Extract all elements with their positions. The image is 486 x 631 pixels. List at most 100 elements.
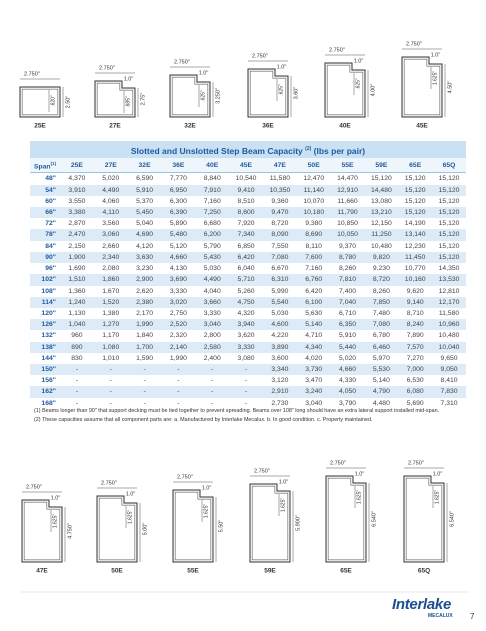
capacity-cell: 7,600 [296, 251, 331, 264]
capacity-cell: 8,240 [398, 319, 433, 331]
capacity-cell: 14,480 [364, 184, 399, 196]
step-dim: 1.0" [124, 76, 134, 82]
capacity-cell: 5,970 [372, 354, 390, 362]
capacity-cell: 10,770 [404, 265, 426, 273]
header-cell: 25E [60, 158, 94, 174]
capacity-cell: 12,910 [330, 184, 365, 196]
header-cell: 50E [296, 158, 331, 174]
capacity-cell: 11,140 [296, 184, 331, 196]
profile-name: 47E [36, 568, 48, 575]
capacity-cell: 11,580 [269, 175, 291, 183]
capacity-cell: 5,540 [262, 296, 297, 308]
capacity-cell: 9,050 [432, 363, 466, 376]
table-row: 96" 1,690 2,080 3,230 4,130 5,030 6,040 6,670 7,… [30, 263, 466, 274]
span-cell: 132" [41, 332, 56, 340]
capacity-cell: - [177, 377, 180, 385]
capacity-cell: 1,010 [102, 354, 120, 362]
step-dim: 1.0" [51, 495, 61, 501]
flange-dim: 1.625" [52, 514, 58, 529]
capacity-cell: 7,910 [195, 184, 230, 196]
capacity-cell: 8,690 [296, 229, 331, 241]
span-cell: 114" [30, 296, 60, 308]
capacity-cell: 7,160 [305, 265, 323, 273]
capacity-cell: 4,330 [339, 377, 357, 385]
capacity-cell: 1,080 [93, 341, 128, 353]
table-row: 138" 890 1,080 1,700 2,140 2,580 3,330 3,890 4,3… [30, 341, 466, 353]
capacity-cell: 10,480 [370, 242, 392, 250]
capacity-cell: 10,540 [235, 175, 257, 183]
capacity-cell: - [127, 386, 162, 398]
capacity-cell: 4,110 [93, 207, 128, 219]
capacity-cell: 3,630 [127, 251, 162, 264]
capacity-cell: 8,410 [440, 377, 458, 385]
capacity-cell: 12,170 [432, 296, 466, 308]
capacity-cell: 2,870 [68, 220, 86, 228]
table-row: 162" - - - - - -2,910 3,240 4,050 4,790 6,080 7,830 [30, 386, 466, 398]
capacity-cell: 3,620 [237, 332, 255, 340]
capacity-cell: 11,250 [364, 229, 399, 241]
capacity-cell: 15,120 [432, 251, 466, 264]
capacity-cell: 5,710 [229, 274, 263, 286]
header-text: 65E [409, 161, 422, 169]
capacity-cell: 5,020 [102, 175, 120, 183]
header-cell: 65Q [432, 158, 466, 174]
capacity-cell: 4,790 [364, 386, 399, 398]
span-cell: 84" [45, 242, 56, 250]
capacity-cell: 3,040 [305, 399, 323, 407]
capacity-cell: 2,730 [271, 399, 289, 407]
capacity-cell: 13,210 [364, 207, 399, 219]
beam-profile: 2.750" 1.0" 1.625" 5.900" 59E [249, 468, 301, 575]
header-text: 59E [375, 161, 388, 169]
capacity-cell: 3,330 [203, 309, 221, 317]
capacity-cell: 2,170 [136, 309, 154, 317]
capacity-cell: 6,950 [161, 184, 196, 196]
capacity-cell: - [143, 377, 146, 385]
capacity-cell: 7,570 [398, 341, 433, 353]
capacity-table: Slotted and Unslotted Step Beam Capacity… [30, 141, 466, 409]
table-row: 132" 960 1,170 1,840 2,320 2,800 3,620 4,220 4,7… [30, 330, 466, 341]
step-dim: 1.0" [431, 52, 441, 58]
capacity-cell: 15,120 [398, 184, 433, 196]
capacity-cell: 5,260 [237, 287, 255, 295]
capacity-cell: 3,470 [305, 377, 323, 385]
table-row: 48" 4,370 5,020 6,590 7,770 8,840 10,540 11,580… [30, 173, 466, 185]
capacity-cell: 5,450 [127, 207, 162, 219]
height-dim: 4.00" [370, 84, 376, 97]
beam-profile: 2.750" 1.0" .625" 3.250" 32E [169, 59, 221, 130]
width-dim: 2.750" [101, 480, 117, 486]
capacity-cell: 7,160 [203, 197, 221, 205]
capacity-cell: 4,020 [305, 354, 323, 362]
beam-profile: 2.750" 1.0" .685" 2.75" 27E [94, 65, 146, 130]
width-dim: 2.750" [99, 65, 115, 71]
capacity-cell: - [143, 399, 146, 407]
capacity-cell: 6,760 [296, 274, 331, 286]
title-note: (2) [305, 146, 312, 152]
capacity-cell: 5,030 [203, 265, 221, 273]
capacity-cell: 1,900 [60, 251, 94, 264]
capacity-cell: 9,370 [339, 242, 357, 250]
capacity-cell: - [93, 386, 128, 398]
capacity-cell: 2,340 [93, 251, 128, 264]
span-cell: 54" [30, 184, 60, 196]
capacity-cell: 4,660 [330, 363, 365, 376]
header-text: 47E [273, 161, 286, 169]
capacity-cell: 830 [71, 354, 83, 362]
span-cell: 144" [41, 354, 56, 362]
capacity-cell: 6,300 [169, 197, 187, 205]
capacity-cell: 11,790 [330, 207, 365, 219]
height-dim: 2.75" [140, 93, 146, 106]
capacity-cell: 13,530 [432, 274, 466, 286]
capacity-cell: 6,850 [237, 242, 255, 250]
span-cell: 150" [30, 363, 60, 376]
capacity-cell: 1,670 [102, 287, 120, 295]
capacity-cell: 15,120 [438, 242, 460, 250]
height-dim: 2.50" [65, 96, 71, 109]
span-cell: 108" [41, 287, 56, 295]
step-dim: 1.0" [279, 479, 289, 485]
capacity-cell: 1,130 [68, 309, 86, 317]
table-row: 90" 1,900 2,340 3,630 4,660 5,430 6,420 7,080 7,… [30, 251, 466, 264]
capacity-cell: 5,910 [127, 184, 162, 196]
height-dim: 3.60" [293, 87, 299, 100]
capacity-cell: - [229, 386, 263, 398]
capacity-cell: 6,780 [372, 332, 390, 340]
